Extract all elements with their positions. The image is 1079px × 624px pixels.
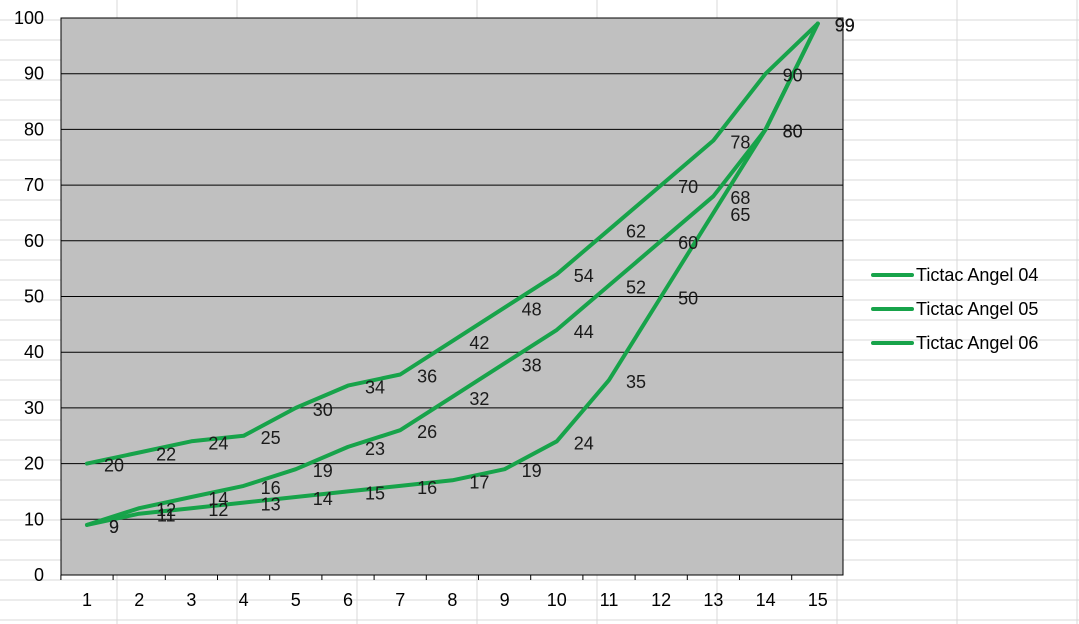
data-label: 78	[730, 133, 750, 153]
data-label: 30	[313, 400, 333, 420]
data-label: 26	[417, 422, 437, 442]
data-label: 48	[522, 300, 542, 320]
y-tick-label: 10	[24, 509, 44, 529]
data-label: 16	[261, 478, 281, 498]
legend: Tictac Angel 04 Tictac Angel 05 Tictac Ang…	[871, 265, 1038, 353]
legend-label: Tictac Angel 04	[916, 265, 1038, 285]
data-label: 17	[469, 472, 489, 492]
y-tick-label: 90	[24, 64, 44, 84]
data-label: 90	[783, 66, 803, 86]
data-label: 52	[626, 277, 646, 297]
data-label: 68	[730, 188, 750, 208]
data-label: 34	[365, 378, 385, 398]
y-tick-label: 40	[24, 342, 44, 362]
data-label: 38	[522, 355, 542, 375]
data-label: 70	[678, 177, 698, 197]
data-label: 16	[417, 478, 437, 498]
data-label: 11	[157, 506, 176, 526]
series-line-2	[85, 21, 820, 527]
x-tick-label: 6	[343, 590, 353, 610]
data-label: 54	[574, 266, 594, 286]
y-axis-tick-labels: 0 10 20 30 40 50 60 70 80 90 100	[14, 8, 44, 585]
legend-label: Tictac Angel 05	[916, 299, 1038, 319]
data-label: 23	[365, 439, 385, 459]
data-label: 25	[261, 428, 281, 448]
data-label: 24	[574, 433, 594, 453]
series-lines	[85, 21, 820, 527]
y-tick-label: 80	[24, 119, 44, 139]
data-label: 35	[626, 372, 646, 392]
data-label: 99	[835, 16, 855, 36]
x-tick-label: 14	[756, 590, 776, 610]
data-label: 60	[678, 233, 698, 253]
x-tick-label: 2	[134, 590, 144, 610]
data-label: 13	[261, 495, 281, 515]
data-label: 99	[835, 16, 855, 36]
y-tick-label: 20	[24, 454, 44, 474]
data-label: 20	[104, 456, 124, 476]
data-label: 9	[109, 517, 119, 537]
data-label: 65	[730, 205, 750, 225]
data-label: 99	[835, 16, 855, 36]
x-tick-label: 4	[239, 590, 249, 610]
x-tick-label: 1	[82, 590, 92, 610]
data-label: 12	[208, 500, 228, 520]
data-label: 36	[417, 366, 437, 386]
x-tick-label: 13	[703, 590, 723, 610]
data-label: 14	[313, 489, 333, 509]
data-label: 19	[313, 461, 333, 481]
data-label: 44	[574, 322, 594, 342]
horizontal-gridlines	[61, 17, 843, 576]
data-label: 22	[156, 444, 176, 464]
data-label: 12	[156, 500, 176, 520]
data-label: 42	[469, 333, 489, 353]
data-label: 19	[522, 461, 542, 481]
series-line-1	[85, 21, 820, 466]
data-label: 32	[469, 389, 489, 409]
data-label: 24	[208, 433, 228, 453]
x-tick-label: 11	[600, 590, 619, 610]
data-label: 80	[783, 121, 803, 141]
x-tick-label: 12	[651, 590, 671, 610]
data-label: 62	[626, 222, 646, 242]
series-line-3	[85, 21, 820, 527]
y-tick-label: 30	[24, 398, 44, 418]
y-tick-label: 50	[24, 287, 44, 307]
y-tick-label: 70	[24, 175, 44, 195]
x-tick-label: 7	[395, 590, 405, 610]
x-tick-label: 3	[186, 590, 196, 610]
y-tick-label: 60	[24, 231, 44, 251]
x-axis-tick-labels: 1 2 3 4 5 6 7 8 9 10 11 12 13 14 15	[60, 575, 828, 610]
x-tick-label: 10	[547, 590, 567, 610]
data-label: 15	[365, 483, 385, 503]
x-tick-label: 9	[500, 590, 510, 610]
x-tick-label: 8	[447, 590, 457, 610]
x-tick-label: 15	[808, 590, 828, 610]
legend-label: Tictac Angel 06	[916, 333, 1038, 353]
y-tick-label: 0	[34, 565, 44, 585]
data-label: 14	[208, 489, 228, 509]
data-label: 9	[109, 517, 119, 537]
x-tick-label: 5	[291, 590, 301, 610]
data-label: 50	[678, 289, 698, 309]
data-label: 80	[783, 121, 803, 141]
y-tick-label: 100	[14, 8, 44, 28]
